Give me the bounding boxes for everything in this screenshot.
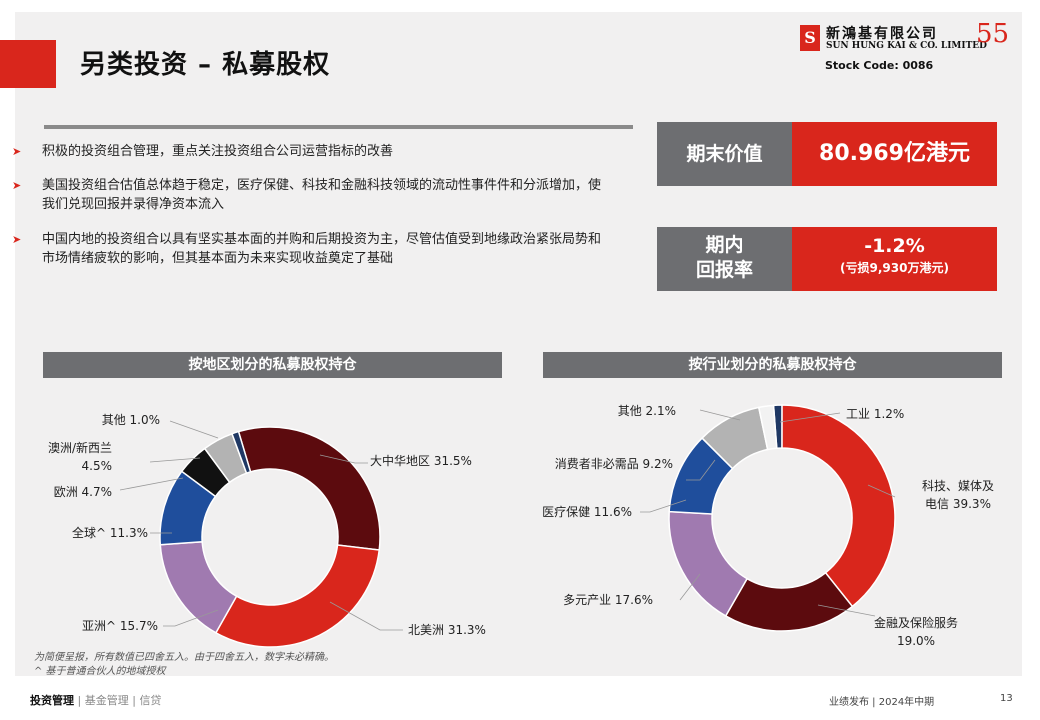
leader-line-2	[163, 609, 219, 627]
company-logo: S 新鴻基有限公司 SUN HUNG KAI & CO. LIMITED 55	[800, 19, 1010, 75]
kpi-period-end-value: 80.969亿港元	[792, 122, 997, 186]
kpi-return-value-box: -1.2% (亏损9,930万港元)	[792, 227, 997, 291]
page-title: 另类投资 – 私募股权	[80, 50, 331, 80]
slice-label: 全球^ 11.3%	[72, 525, 148, 540]
leader-line-0	[779, 412, 841, 423]
slice-label: 4.5%	[82, 459, 113, 473]
footer-nav: 投资管理 | 基金管理 | 信贷	[30, 692, 161, 708]
donut-slice-6	[757, 404, 778, 451]
slice-label: 大中华地区 31.5%	[370, 453, 472, 468]
bullet-arrow-icon: ➤	[12, 233, 22, 246]
slice-label: 澳洲/新西兰	[48, 440, 112, 455]
leader-line-1	[329, 601, 403, 631]
slice-label: 消费者非必需品 9.2%	[555, 457, 673, 471]
sector-chart-header: 按行业划分的私募股权持仓	[543, 352, 1002, 378]
leader-line-6	[699, 409, 741, 421]
bullet-text: 美国投资组合估值总体趋于稳定，医疗保健、科技和金融科技领域的流动性事件件和分派增…	[42, 178, 602, 212]
bullet-panel	[44, 124, 633, 314]
leader-line-4	[119, 477, 184, 491]
bullet-text: 中国内地的投资组合以具有坚实基本面的并购和后期投资为主，尽管估值受到地缘政治紧张…	[42, 232, 602, 266]
footer-nav-credit[interactable]: 信贷	[139, 694, 162, 707]
slice-label: 多元产业 17.6%	[563, 593, 653, 607]
footnotes: 为简便呈报，所有数值已四舍五入。由于四舍五入，数字未必精确。 ^ 基于普通合伙人…	[34, 651, 334, 679]
footer-nav-fund[interactable]: 基金管理	[84, 694, 129, 707]
leader-line-2	[817, 604, 876, 617]
slice-label: 金融及保险服务	[874, 615, 958, 630]
footer-nav-investment[interactable]: 投资管理	[30, 694, 74, 707]
bullet-text: 积极的投资组合管理，重点关注投资组合公司运营指标的改善	[42, 144, 394, 159]
footer-report: 业绩发布 | 2024年中期	[829, 697, 935, 708]
kpi-return-label-line2: 回报率	[695, 259, 753, 281]
kpi-return-sub: (亏损9,930万港元)	[840, 261, 949, 275]
leader-line-6	[169, 420, 219, 439]
kpi-period-end-label: 期末价值	[657, 122, 792, 186]
logo-chinese-name: 新鴻基有限公司	[826, 26, 938, 42]
kpi-return-value: -1.2%	[864, 235, 925, 257]
donut-slice-0	[237, 426, 381, 551]
title-accent-bar	[0, 40, 56, 88]
donut-slice-3	[668, 510, 749, 617]
bullet-arrow-icon: ➤	[12, 145, 22, 158]
page-number: 13	[1000, 693, 1013, 704]
logo-mark-icon: S	[800, 25, 820, 51]
logo-english-name: SUN HUNG KAI & CO. LIMITED	[826, 41, 987, 51]
slice-label: 亚洲^ 15.7%	[82, 619, 158, 633]
logo-anniversary: 55	[976, 19, 1010, 49]
leader-line-5	[149, 457, 201, 463]
region-chart-header: 按地区划分的私募股权持仓	[43, 352, 502, 378]
slice-label: 19.0%	[897, 634, 935, 648]
leader-line-1	[867, 484, 896, 498]
slice-label: 其他 2.1%	[618, 404, 676, 418]
slice-label: 北美洲 31.3%	[408, 623, 486, 637]
slice-label: 其他 1.0%	[102, 413, 160, 427]
slice-label: 电信 39.3%	[925, 497, 991, 511]
slice-label: 工业 1.2%	[846, 407, 904, 421]
stock-code: Stock Code: 0086	[825, 59, 934, 72]
kpi-return-label-line1: 期内	[705, 234, 744, 256]
bullet-panel-rule	[44, 125, 633, 129]
donut-slice-6	[231, 430, 252, 475]
footnote-rounding: 为简便呈报，所有数值已四舍五入。由于四舍五入，数字未必精确。	[34, 652, 334, 663]
slice-label: 医疗保健 11.6%	[542, 505, 632, 519]
kpi-return-label: 期内 回报率	[657, 227, 792, 291]
leader-line-4	[640, 499, 687, 513]
footer-sep: |	[77, 694, 82, 707]
leader-line-5	[686, 459, 716, 481]
leader-line-0	[319, 454, 368, 464]
leader-line-3	[679, 573, 701, 601]
footer-sep: |	[132, 694, 136, 707]
donut-slice-1	[781, 404, 896, 608]
footnote-gp-mandate: ^ 基于普通合伙人的地域授权	[34, 666, 166, 677]
slice-label: 科技、媒体及	[922, 479, 994, 493]
donut-slice-1	[214, 544, 381, 648]
bullet-arrow-icon: ➤	[12, 179, 22, 192]
slice-label: 欧洲 4.7%	[54, 485, 112, 499]
